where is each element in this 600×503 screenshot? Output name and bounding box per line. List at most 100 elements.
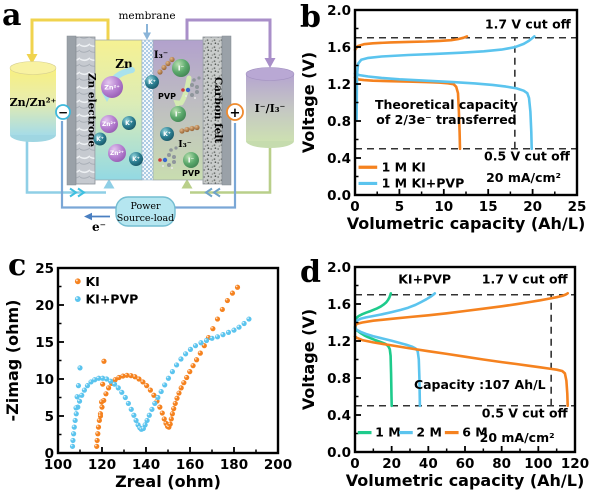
flow-cell: Zn electrode Carbon felt — [66, 35, 232, 186]
scatter-point-highlight — [159, 389, 162, 392]
scatter-point — [100, 381, 106, 387]
y-tick-label: 2.0 — [327, 260, 351, 276]
scatter-point-highlight — [175, 396, 178, 399]
scatter-point-highlight — [113, 377, 116, 380]
scatter-point — [144, 383, 150, 389]
scatter-point — [147, 387, 153, 393]
scatter-point — [241, 320, 247, 327]
scatter-point-highlight — [237, 325, 240, 328]
scatter-point — [224, 297, 230, 304]
scatter-point — [209, 335, 215, 341]
scatter-point — [220, 332, 226, 338]
scatter-point — [146, 412, 152, 418]
scatter-point — [158, 388, 164, 395]
annotation-text: 1.7 V cut off — [485, 17, 572, 32]
scatter-point-highlight — [211, 326, 213, 329]
zn-ion: Zn²⁺ — [101, 76, 123, 98]
scatter-point — [210, 326, 216, 332]
iodide-ion: I⁻ — [170, 106, 186, 122]
scatter-point — [169, 369, 175, 375]
scatter-point — [176, 390, 182, 396]
catholyte-tank-label: I⁻/I₃⁻ — [255, 102, 286, 115]
scatter-point — [76, 398, 83, 404]
iodide-ion: I⁻ — [172, 59, 190, 77]
annotation-text: KI+PVP — [86, 292, 139, 307]
scatter-point-highlight — [104, 392, 106, 394]
panel-label-a: a — [2, 0, 21, 33]
scatter-point — [73, 411, 79, 417]
scatter-point-highlight — [96, 376, 99, 379]
scatter-point-highlight — [210, 336, 213, 339]
scatter-point-highlight — [75, 394, 78, 397]
scatter-point-highlight — [141, 426, 144, 429]
scatter-point-highlight — [220, 307, 223, 310]
x-tick-label: 120 — [561, 456, 589, 472]
scatter-point-highlight — [79, 393, 82, 396]
svg-text:Zn²⁺: Zn²⁺ — [110, 150, 124, 157]
scatter-point-highlight — [92, 377, 95, 380]
scatter-point-highlight — [177, 391, 180, 394]
scatter-point — [94, 437, 100, 444]
scatter-point — [155, 394, 161, 401]
nyquist-chart: 100 120 140 160 180 200 0 5 10 15 20 25 Zreal (ohm) -… — [3, 261, 292, 491]
triiodide-label-bottom: I₃⁻ — [178, 139, 192, 150]
scatter-point — [157, 404, 163, 410]
zn-electrode-label: Zn electrode — [86, 73, 98, 147]
scatter-point-highlight — [221, 332, 224, 335]
x-tick-label: 10 — [434, 199, 453, 215]
scatter-point — [97, 413, 104, 419]
scatter-point-highlight — [117, 375, 119, 378]
scatter-point — [70, 437, 76, 444]
scatter-point-highlight — [106, 386, 109, 388]
scatter-point-highlight — [232, 328, 235, 331]
scatter-point — [171, 406, 177, 412]
y-tick-label: 1.6 — [327, 297, 351, 313]
annotation-text: Theoretical capacity — [375, 97, 518, 112]
scatter-point-highlight — [100, 382, 103, 385]
scatter-point-highlight — [129, 407, 132, 410]
scatter-point — [73, 405, 79, 411]
scatter-point-highlight — [162, 417, 165, 419]
catholyte-feed-wire — [185, 18, 272, 60]
scatter-point-highlight — [96, 425, 99, 428]
scatter-point-highlight — [194, 357, 197, 360]
scatter-point — [142, 422, 148, 428]
scatter-point — [231, 327, 237, 333]
y-tick-label: 25 — [35, 261, 54, 277]
scatter-point-highlight — [198, 351, 201, 354]
x-tick-label: 25 — [568, 199, 587, 215]
electron-label: e⁻ — [92, 220, 106, 234]
svg-text:K⁺: K⁺ — [125, 120, 133, 127]
scatter-point-highlight — [78, 366, 80, 368]
scatter-point-highlight — [132, 413, 134, 416]
scatter-point — [71, 424, 77, 430]
scatter-point-highlight — [156, 395, 158, 398]
scatter-point — [194, 357, 200, 363]
scatter-point-highlight — [77, 399, 80, 402]
scatter-point-highlight — [71, 431, 74, 434]
panel-label-b: b — [300, 0, 321, 35]
scatter-point — [183, 351, 189, 357]
annotation-text: 1 M KI+PVP — [382, 176, 465, 191]
scatter-point — [115, 385, 121, 391]
scatter-point-highlight — [98, 414, 101, 416]
scatter-point-highlight — [100, 405, 102, 408]
scatter-point-highlight — [102, 359, 104, 362]
y-tick-label: 20 — [35, 298, 54, 314]
x-tick-label: 15 — [479, 199, 498, 215]
k-ion: K⁺ — [129, 152, 143, 166]
power-label-line1: Power — [130, 201, 160, 212]
scatter-point-highlight — [71, 438, 73, 441]
scatter-point — [174, 395, 180, 401]
series-2 M — [354, 292, 437, 330]
scatter-point — [165, 375, 172, 381]
carbon-felt-label: Carbon felt — [212, 77, 224, 144]
scatter-point-highlight — [143, 423, 146, 425]
scatter-point-highlight — [89, 380, 91, 382]
y-tick-label: 1.6 — [327, 40, 351, 56]
scatter-point-highlight — [247, 317, 249, 320]
scatter-point-highlight — [162, 383, 165, 385]
x-tick-label: 60 — [456, 456, 475, 472]
scatter-point — [190, 363, 196, 369]
scatter-point-highlight — [129, 373, 132, 376]
